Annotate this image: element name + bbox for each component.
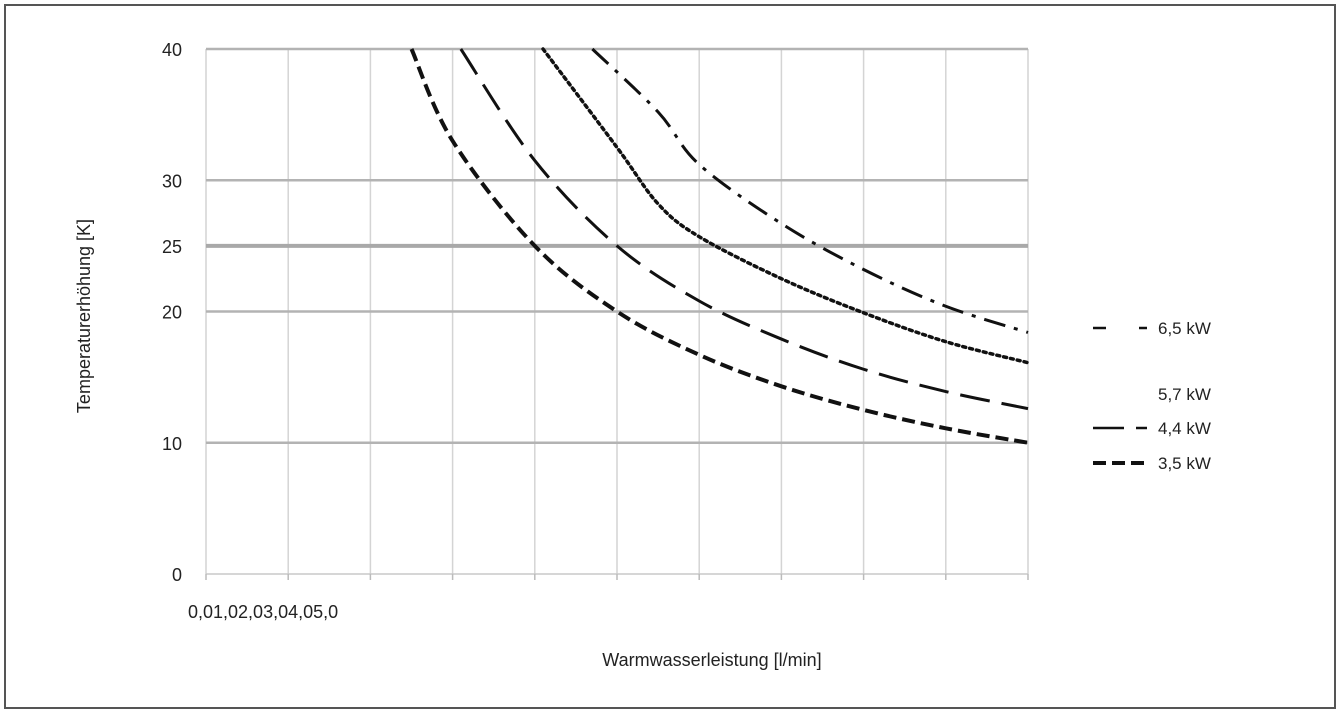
- y-tick-label: 10: [162, 434, 182, 454]
- grid: [205, 47, 1029, 580]
- x-axis-title: Warmwasserleistung [l/min]: [602, 650, 821, 670]
- legend-label: 4,4 kW: [1158, 419, 1211, 438]
- y-tick-label: 0: [172, 565, 182, 585]
- series-layer: [409, 47, 1030, 445]
- y-tick-label: 30: [162, 171, 182, 191]
- series-line: [541, 47, 1030, 365]
- y-tick-label: 40: [162, 40, 182, 60]
- chart-svg: 0 10 20 25 30 40 0,01,02,03,04,05,0 Warmwasse…: [74, 40, 1211, 670]
- y-tick-labels: 0 10 20 25 30 40: [162, 40, 182, 585]
- legend-label: 6,5 kW: [1158, 319, 1211, 338]
- legend: 6,5 kW 5,7 kW 4,4 kW 3,5 kW: [1093, 319, 1211, 473]
- chart-frame: 0 10 20 25 30 40 0,01,02,03,04,05,0 Warmwasse…: [4, 4, 1336, 709]
- x-tick-labels: 0,01,02,03,04,05,0: [188, 602, 338, 622]
- y-tick-label: 20: [162, 303, 182, 323]
- y-tick-label: 25: [162, 237, 182, 257]
- legend-label: 3,5 kW: [1158, 454, 1211, 473]
- legend-label: 5,7 kW: [1158, 385, 1211, 404]
- y-axis-title: Temperaturerhöhung [K]: [74, 219, 94, 413]
- series-line: [459, 48, 1029, 411]
- series-line: [591, 47, 1029, 334]
- series-line: [409, 48, 1029, 445]
